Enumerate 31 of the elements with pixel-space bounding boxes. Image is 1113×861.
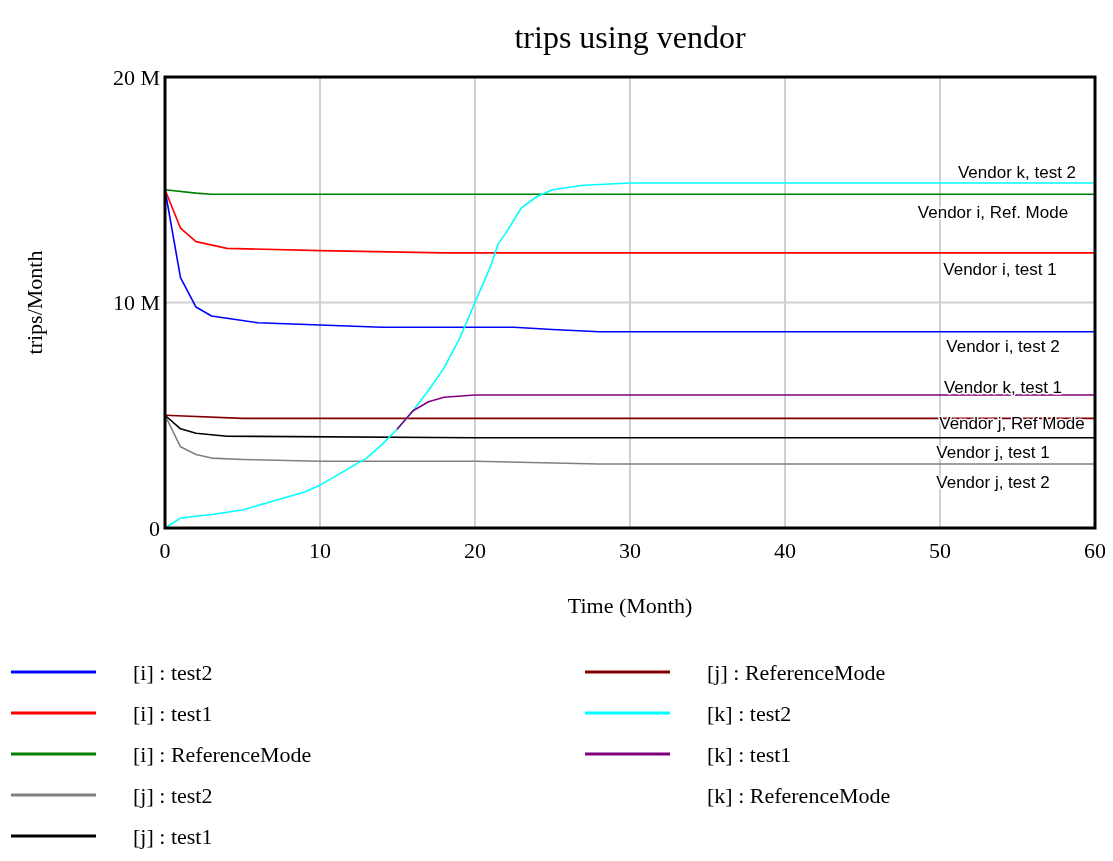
y-tick-label: 0 [149,515,160,541]
annotation: Vendor i, test 1 [943,259,1057,279]
annotation: Vendor j, test 1 [936,442,1050,462]
legend-label: [i] : test1 [133,700,213,726]
text: [k] : ReferenceMode [707,782,891,808]
x-tick-label: 60 [1084,538,1106,563]
x-tick-label: 20 [464,538,486,563]
legend-label: [j] : test2 [133,782,213,808]
annotation: Vendor k, test 1 [943,377,1063,397]
x-tick-label: 40 [774,538,796,563]
annotation: Vendor k, test 2 [957,162,1077,182]
legend-label: [k] : test2 [707,700,792,726]
x-tick-label: 30 [619,538,641,563]
legend-label: [i] : ReferenceMode [133,741,312,767]
annotation: Vendor i, Ref. Mode [917,202,1069,222]
x-axis-title: Time (Month) [567,593,693,618]
legend-label: [k] : test1 [707,741,792,767]
legend-label: [j] : ReferenceMode [707,659,886,685]
annotation: Vendor j, Ref Mode [939,413,1085,433]
x-tick-label: 50 [929,538,951,563]
annotation: Vendor j, test 2 [936,472,1050,492]
x-tick-label: 10 [309,538,331,563]
legend-label: [i] : test2 [133,659,213,685]
y-tick-label: 20 M [112,64,160,90]
chart-title: trips using vendor [514,19,746,55]
line-series [396,394,1096,430]
annotation: Vendor i, test 2 [946,336,1060,356]
line-series [164,182,1096,529]
y-axis-title: trips/Month [22,250,47,355]
legend-label: [j] : test1 [133,823,213,849]
y-tick-label: 10 M [112,290,160,316]
